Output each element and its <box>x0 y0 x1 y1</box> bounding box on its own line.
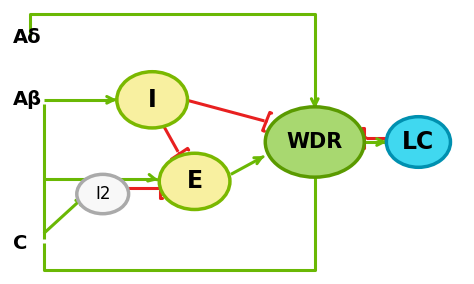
Text: LC: LC <box>402 130 435 154</box>
Text: Aβ: Aβ <box>13 90 42 109</box>
Ellipse shape <box>117 72 188 128</box>
Ellipse shape <box>77 174 128 214</box>
Text: E: E <box>187 169 203 193</box>
Ellipse shape <box>159 153 230 210</box>
Ellipse shape <box>265 107 364 177</box>
Ellipse shape <box>386 117 450 167</box>
Text: WDR: WDR <box>287 132 343 152</box>
Text: I2: I2 <box>95 185 110 203</box>
Text: I: I <box>148 88 156 112</box>
Text: Aδ: Aδ <box>13 28 42 47</box>
Text: C: C <box>13 234 27 253</box>
